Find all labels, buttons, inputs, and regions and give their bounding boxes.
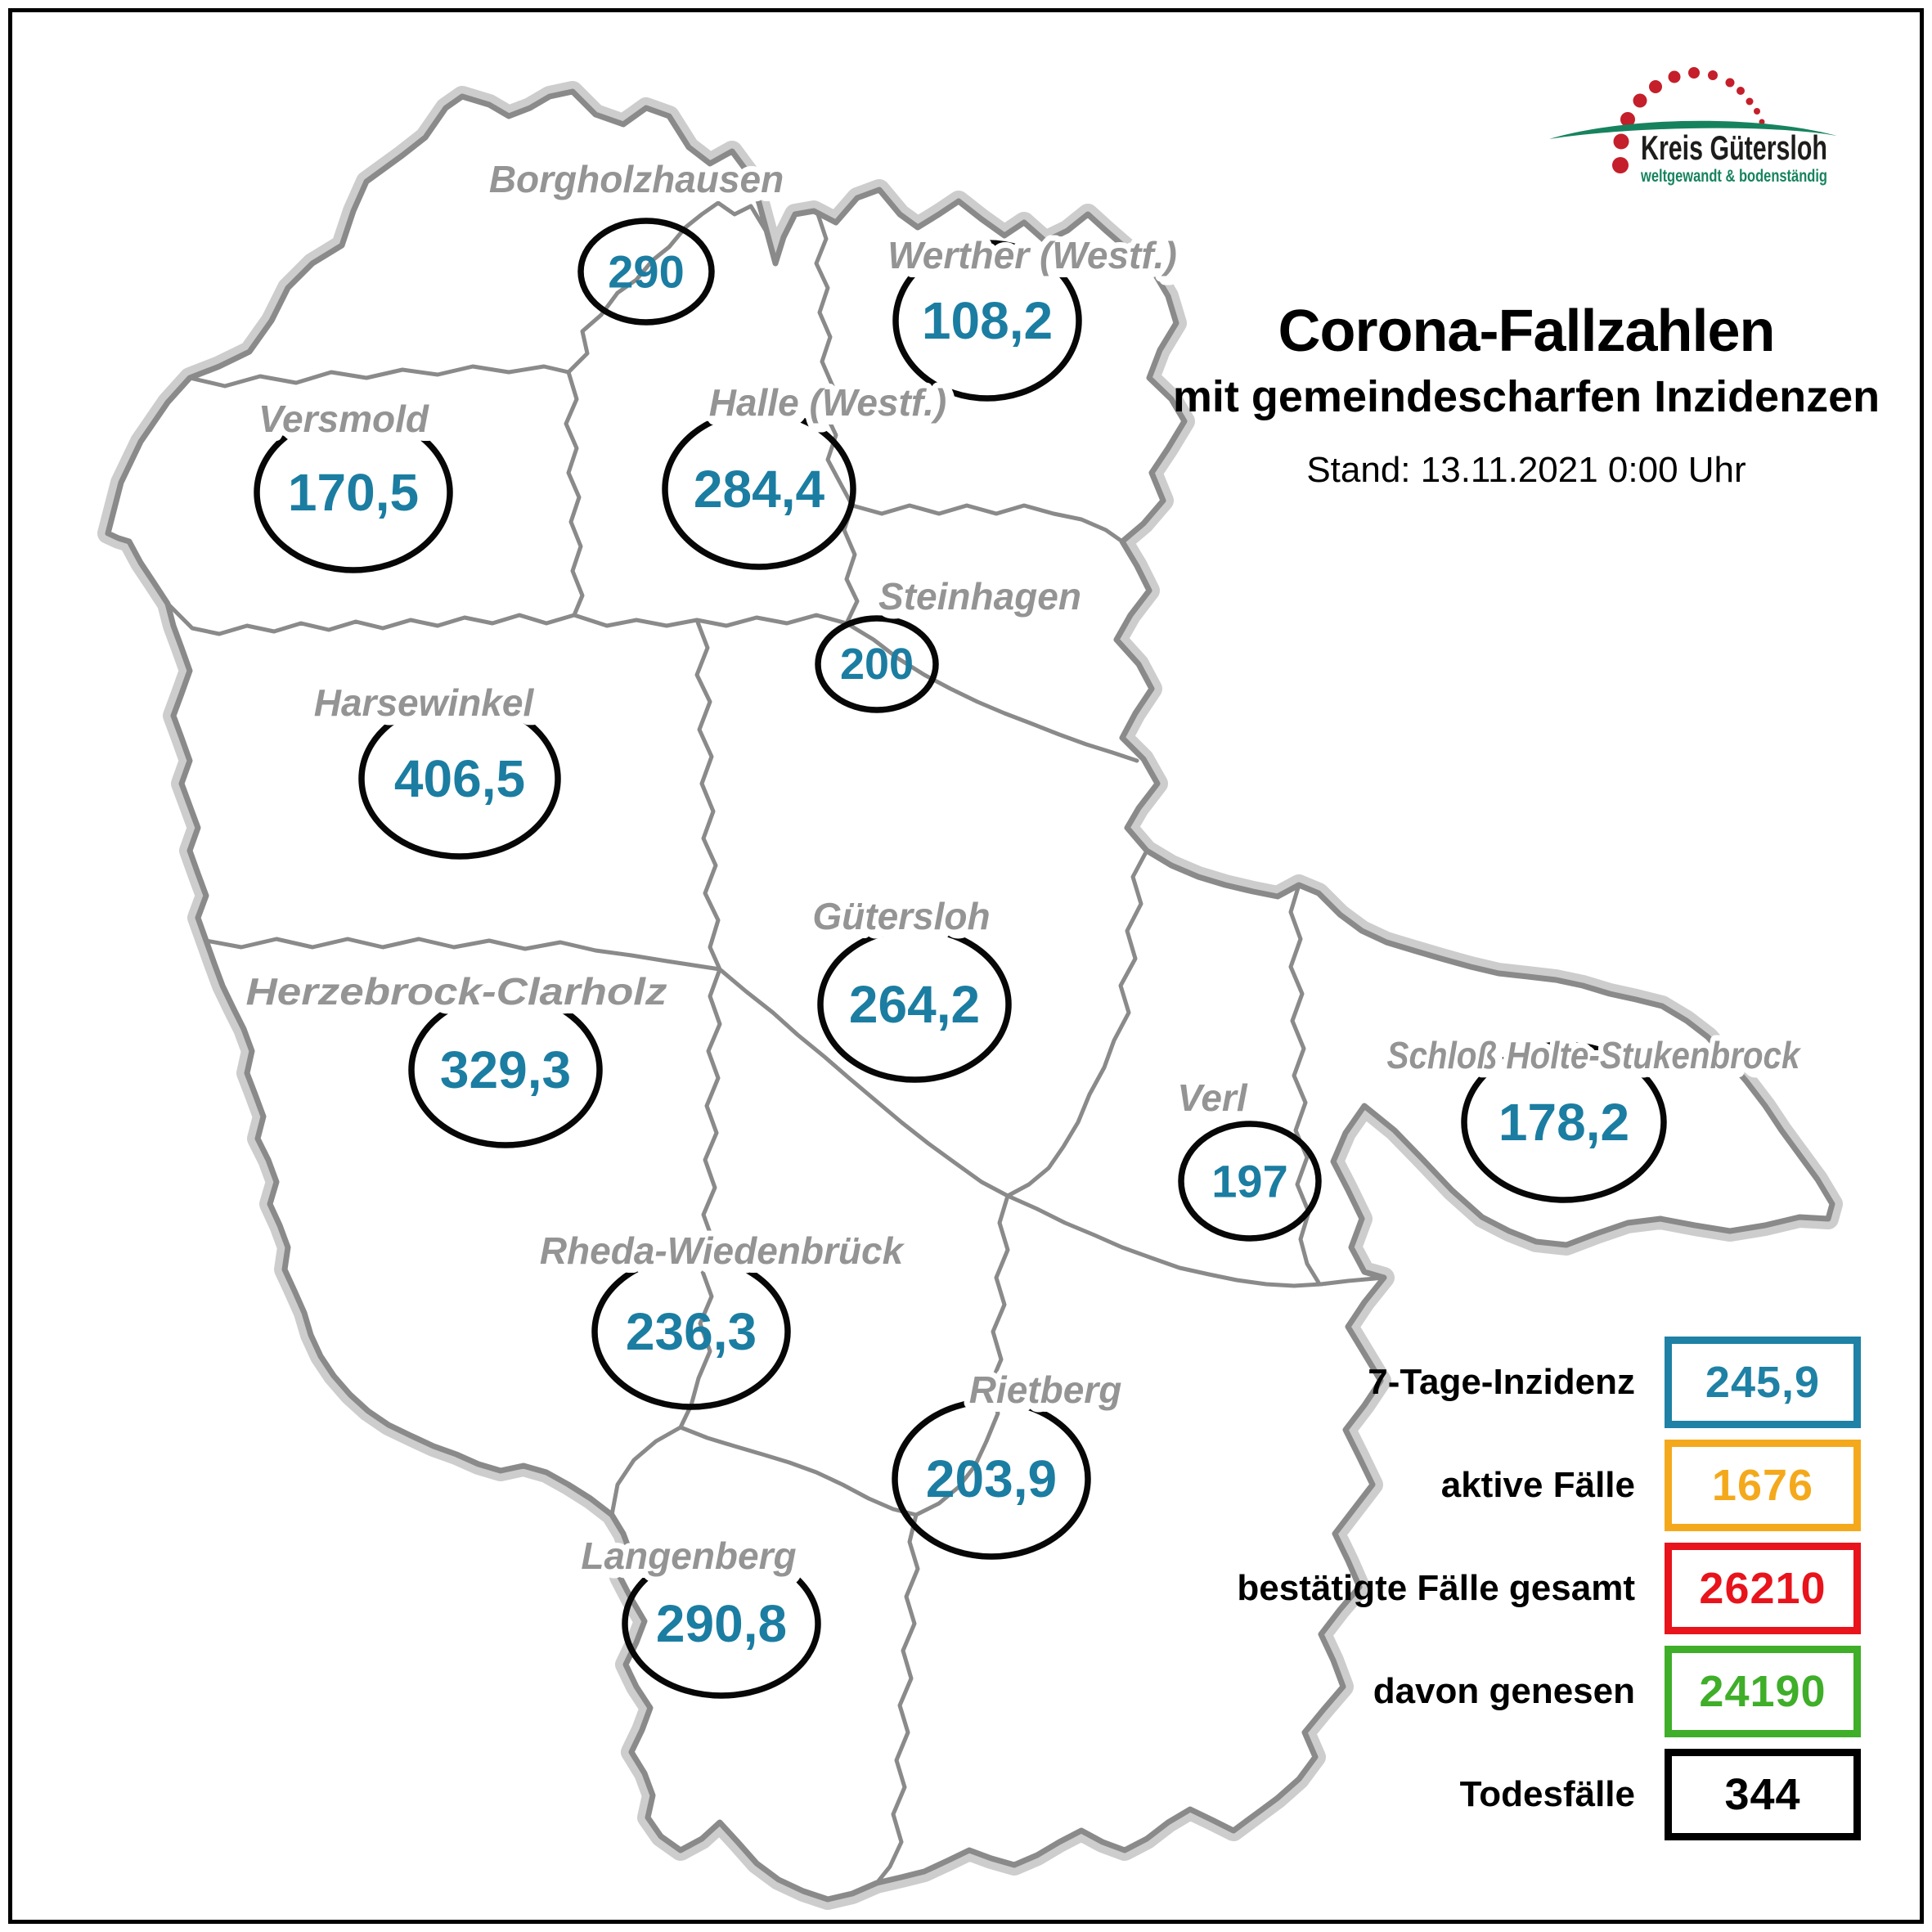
municipality-label-shadow: Rietberg [973, 1372, 1126, 1414]
incidence-value: 284,4 [694, 460, 825, 519]
incidence-ellipse [591, 1253, 791, 1410]
incidence-ellipse [1178, 1121, 1322, 1242]
municipality-borgholzhausen: 290 Borgholzhausen Borgholzhausen [483, 152, 793, 326]
incidence-ellipse [622, 1548, 821, 1699]
legend-label: Todesfälle [1459, 1774, 1635, 1814]
legend-label: 7-Tage-Inzidenz [1368, 1362, 1635, 1402]
municipality-label: Schloß Holte-Stukenbrock [1387, 1034, 1802, 1076]
page-title: Corona-Fallzahlen [1278, 299, 1775, 364]
municipality-label-shadow: Herzebrock-Clarholz [250, 973, 672, 1016]
kreis-guetersloh-logo: Kreis Gütersloh weltgewandt & bodenständ… [1549, 67, 1837, 186]
municipality-langenberg: 290,8 Langenberg Langenberg [575, 1529, 821, 1699]
incidence-value: 290 [608, 246, 684, 298]
municipality-verl: 197 Verl Verl [1171, 1071, 1322, 1242]
legend-value-box: 1676 [1665, 1440, 1861, 1531]
legend-label: aktive Fälle [1440, 1465, 1635, 1505]
incidence-value: 108,2 [922, 291, 1053, 350]
legend-value: 24190 [1699, 1667, 1826, 1716]
incidence-value: 290,8 [656, 1594, 787, 1653]
municipality-rietberg: 203,9 Rietberg Rietberg [892, 1363, 1131, 1560]
municipality-label-shadow: Steinhagen [883, 578, 1085, 621]
municipality-guetersloh: 264,2 Gütersloh Gütersloh [806, 889, 1012, 1083]
municipality-schloss-holte-stukenbrock: 178,2 Schloß Holte-Stukenbrock Schloß Ho… [1382, 1028, 1812, 1203]
municipality-label: Halle (Westf.) [709, 381, 947, 424]
legend-label: davon genesen [1373, 1671, 1635, 1711]
municipality-label: Langenberg [581, 1534, 796, 1577]
municipality-label-shadow: Gütersloh [816, 898, 994, 941]
incidence-value: 236,3 [626, 1302, 757, 1361]
legend-value-box: 26210 [1665, 1543, 1861, 1634]
municipality-label: Gütersloh [812, 895, 990, 937]
municipality-halle: 284,4 Halle (Westf.) Halle (Westf.) [662, 375, 956, 570]
incidence-ellipse [1461, 1041, 1667, 1203]
legend-label: bestätigte Fälle gesamt [1237, 1568, 1635, 1608]
legend-row-deaths: Todesfälle 344 [1088, 1743, 1861, 1846]
legend: 7-Tage-Inzidenz 245,9 aktive Fälle 1676 … [1088, 1331, 1861, 1846]
municipality-label: Versmold [258, 398, 429, 440]
incidence-ellipse [817, 926, 1012, 1083]
municipality-versmold: 170,5 Versmold Versmold [253, 392, 453, 573]
legend-value: 1676 [1711, 1461, 1814, 1510]
legend-value-box: 24190 [1665, 1646, 1861, 1737]
incidence-value: 264,2 [849, 975, 980, 1034]
incidence-value: 406,5 [394, 749, 525, 808]
incidence-ellipse [408, 991, 603, 1148]
municipality-label: Herzebrock-Clarholz [246, 970, 667, 1013]
incidence-ellipse [662, 408, 856, 570]
legend-row-active-cases: aktive Fälle 1676 [1088, 1434, 1861, 1537]
logo-name: Kreis Gütersloh [1641, 128, 1827, 167]
municipality-harsewinkel: 406,5 Harsewinkel Harsewinkel [308, 676, 561, 860]
district-outline [97, 81, 1843, 1910]
logo-tagline: weltgewandt & bodenständig [1640, 167, 1827, 186]
legend-value: 26210 [1699, 1564, 1826, 1613]
incidence-value: 203,9 [926, 1449, 1057, 1508]
municipality-label-shadow: Versmold [263, 401, 434, 443]
municipality-label: Steinhagen [878, 575, 1081, 618]
municipality-label-shadow: Schloß Holte-Stukenbrock [1391, 1037, 1806, 1080]
header: Corona-Fallzahlen mit gemeindescharfen I… [1145, 299, 1907, 491]
incidence-ellipse [254, 411, 453, 573]
incidence-ellipse [892, 240, 1082, 402]
legend-row-incidence: 7-Tage-Inzidenz 245,9 [1088, 1331, 1861, 1434]
incidence-value: 170,5 [288, 463, 419, 522]
legend-value-box: 245,9 [1665, 1337, 1861, 1428]
municipality-label-shadow: Langenberg [585, 1538, 800, 1580]
page-subtitle: mit gemeindescharfen Inzidenzen [1172, 371, 1880, 421]
incidence-value: 178,2 [1498, 1093, 1629, 1152]
legend-value: 245,9 [1705, 1358, 1821, 1407]
incidence-ellipse [577, 218, 715, 326]
incidence-value: 329,3 [440, 1040, 571, 1099]
municipality-label: Rheda-Wiedenbrück [540, 1229, 905, 1272]
municipality-label-shadow: Rheda-Wiedenbrück [544, 1233, 910, 1275]
municipality-label: Rietberg [969, 1368, 1122, 1411]
municipality-label: Borgholzhausen [489, 158, 784, 200]
municipality-label-shadow: Halle (Westf.) [713, 384, 951, 427]
municipality-label-shadow: Werther (Westf.) [892, 237, 1181, 280]
legend-value: 344 [1724, 1770, 1801, 1819]
logo-dots-arc-icon [1612, 67, 1765, 173]
municipality-rheda-wiedenbrueck: 236,3 Rheda-Wiedenbrück Rheda-Wiedenbrüc… [534, 1224, 915, 1410]
incidence-ellipse [892, 1398, 1091, 1560]
municipality-label-shadow: Verl [1181, 1080, 1251, 1122]
legend-row-confirmed-total: bestätigte Fälle gesamt 26210 [1088, 1537, 1861, 1640]
incidence-value: 200 [840, 640, 914, 689]
municipality-label-shadow: Harsewinkel [318, 685, 539, 727]
municipality-werther: 108,2 Werther (Westf.) Werther (Westf.) [882, 228, 1187, 402]
municipality-steinhagen: 200 Steinhagen Steinhagen [815, 569, 1091, 713]
municipality-label: Verl [1177, 1076, 1247, 1119]
municipal-borders [165, 200, 1386, 1885]
legend-row-recovered: davon genesen 24190 [1088, 1640, 1861, 1743]
municipality-label: Werther (Westf.) [887, 234, 1177, 276]
incidence-value: 197 [1211, 1156, 1287, 1207]
incidence-ellipse [815, 615, 939, 713]
municipality-label-shadow: Borgholzhausen [493, 161, 788, 204]
logo-swoosh-icon [1549, 120, 1837, 139]
municipality-herzebrock-clarholz: 329,3 Herzebrock-Clarholz Herzebrock-Cla… [240, 964, 677, 1148]
legend-value-box: 344 [1665, 1749, 1861, 1840]
incidence-ellipse [358, 698, 561, 860]
municipality-label: Harsewinkel [314, 681, 535, 724]
status-date: Stand: 13.11.2021 0:00 Uhr [1306, 449, 1746, 490]
